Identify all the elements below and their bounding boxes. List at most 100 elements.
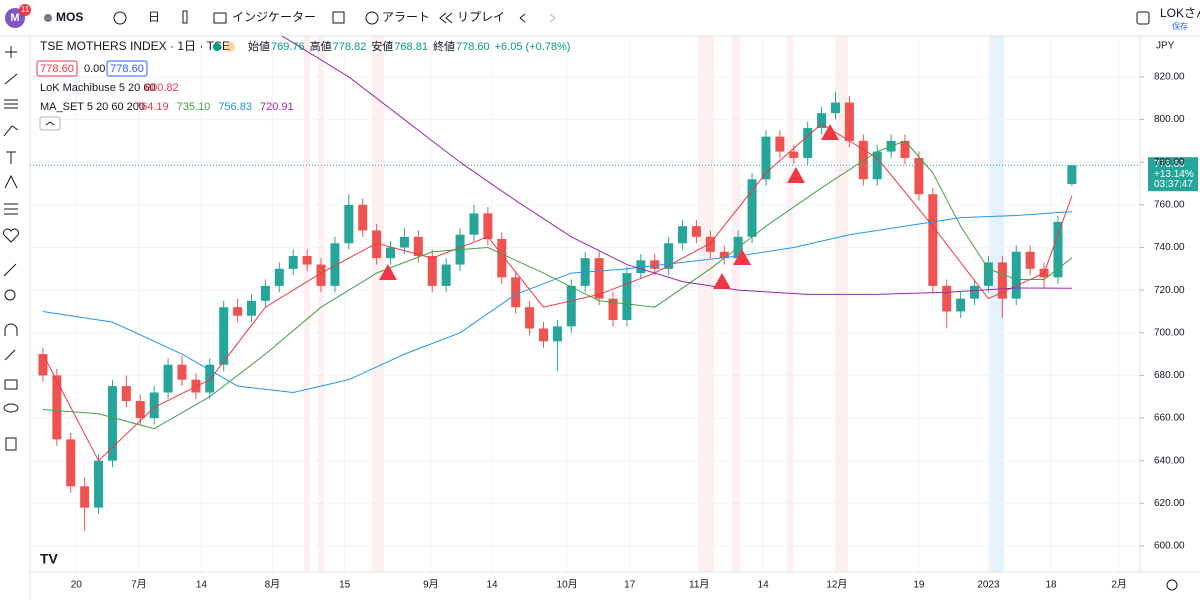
- alert[interactable]: アラート: [382, 10, 430, 24]
- symbol[interactable]: MOS: [56, 10, 83, 24]
- collapse[interactable]: [39, 116, 61, 131]
- user[interactable]: LOKさん: [1160, 6, 1200, 20]
- ohlc-value: 769.76: [271, 41, 305, 53]
- moving-average: [42, 211, 1072, 393]
- avatar-letter: M: [10, 12, 19, 24]
- y-tick-label: 620.00: [1154, 498, 1185, 509]
- ohlc-value: 778.60: [456, 41, 490, 53]
- replay-icon: [439, 12, 453, 24]
- collapse-icon: [45, 121, 55, 126]
- x-tick-label: 11月: [689, 579, 709, 591]
- last-change: +13.14%: [1154, 169, 1194, 180]
- candle-body: [66, 439, 76, 487]
- trash[interactable]: [5, 437, 17, 451]
- candle-body: [358, 204, 368, 231]
- indicator-1-value: 800.82: [145, 82, 179, 94]
- zoom[interactable]: [4, 289, 16, 301]
- candle-body: [107, 386, 117, 461]
- interval[interactable]: 日: [148, 10, 160, 24]
- candle-body: [983, 262, 993, 286]
- crosshair[interactable]: [5, 46, 17, 58]
- bid-box[interactable]: [36, 60, 78, 77]
- save[interactable]: 保存: [1172, 21, 1188, 31]
- alert-icon: [365, 11, 379, 25]
- layout-icon[interactable]: [332, 11, 345, 24]
- candle-body: [622, 273, 632, 320]
- candle-body: [719, 251, 729, 259]
- band: [698, 36, 714, 572]
- favorites[interactable]: [3, 228, 19, 243]
- ohlc-label: 終値: [433, 39, 455, 53]
- text-tool[interactable]: [6, 151, 16, 164]
- pencil-lock[interactable]: [4, 349, 16, 361]
- x-tick-label: 12月: [826, 579, 847, 591]
- undo[interactable]: [519, 13, 526, 23]
- candle-body: [691, 226, 701, 237]
- x-tick-label: 19: [913, 580, 925, 591]
- x-tick-label: 17: [624, 580, 636, 591]
- x-tick-label: 7月: [131, 579, 147, 591]
- candle-body: [538, 328, 548, 342]
- x-tick-label: 8月: [265, 579, 281, 591]
- candle-body: [274, 268, 284, 286]
- y-tick-label: 700.00: [1154, 327, 1185, 338]
- candle-body: [483, 213, 493, 239]
- x-tick-label: 14: [486, 580, 498, 591]
- x-tick-label: 14: [758, 580, 770, 591]
- trend-line[interactable]: [4, 73, 18, 85]
- settings[interactable]: [1166, 579, 1178, 591]
- candle-body: [177, 364, 187, 380]
- replay[interactable]: リプレイ: [457, 10, 505, 24]
- status-dot: [213, 43, 221, 51]
- lock[interactable]: [4, 379, 18, 390]
- x-tick-label: 20: [71, 580, 83, 591]
- prediction[interactable]: [4, 203, 18, 215]
- candle-body: [608, 298, 618, 320]
- marker: [821, 124, 839, 140]
- last-price-bg: [1148, 157, 1198, 192]
- candle-body: [1025, 251, 1035, 269]
- chart-type[interactable]: [182, 10, 188, 24]
- y-tick-label: 820.00: [1154, 72, 1185, 83]
- y-tick-label: 780.00: [1154, 157, 1185, 168]
- add-symbol[interactable]: [113, 11, 127, 25]
- spread: 0.00: [84, 63, 105, 75]
- candle-body: [650, 260, 660, 269]
- checkbox[interactable]: [1136, 11, 1150, 25]
- candle-body: [900, 140, 910, 158]
- badge-count: 11: [21, 5, 30, 14]
- candle-body: [121, 386, 131, 402]
- candle-body: [246, 300, 256, 316]
- candle-body: [163, 364, 173, 393]
- candle-body: [233, 307, 243, 316]
- candle-body: [1053, 221, 1063, 278]
- candle-body: [997, 262, 1007, 299]
- fib[interactable]: [4, 99, 18, 109]
- candle-body: [372, 230, 382, 259]
- badge: [19, 4, 31, 16]
- ask-box[interactable]: [106, 60, 148, 77]
- candle-body: [803, 128, 813, 158]
- brush[interactable]: [3, 125, 19, 137]
- candle-body: [441, 264, 451, 286]
- indicators-icon: [213, 12, 227, 24]
- x-tick-label: 9月: [423, 579, 439, 591]
- indicators[interactable]: インジケーター: [232, 10, 316, 24]
- eye[interactable]: [3, 403, 19, 413]
- candle-body: [705, 236, 715, 252]
- x-tick-label: 10月: [557, 579, 578, 591]
- ohlc-value: 768.81: [394, 41, 428, 53]
- redo[interactable]: [549, 13, 556, 23]
- ruler[interactable]: [3, 263, 17, 277]
- candle-body: [80, 486, 90, 508]
- pattern[interactable]: [4, 174, 18, 189]
- candle-body: [288, 256, 298, 269]
- candle-body: [594, 258, 604, 299]
- indicator-1: LoK Machibuse 5 20 60: [40, 82, 156, 94]
- change: +6.05 (+0.78%): [495, 41, 571, 53]
- magnet[interactable]: [4, 323, 18, 336]
- ask: 778.60: [110, 63, 144, 75]
- band: [990, 36, 1004, 572]
- y-tick-label: 680.00: [1154, 370, 1185, 381]
- y-tick-label: 800.00: [1154, 114, 1185, 125]
